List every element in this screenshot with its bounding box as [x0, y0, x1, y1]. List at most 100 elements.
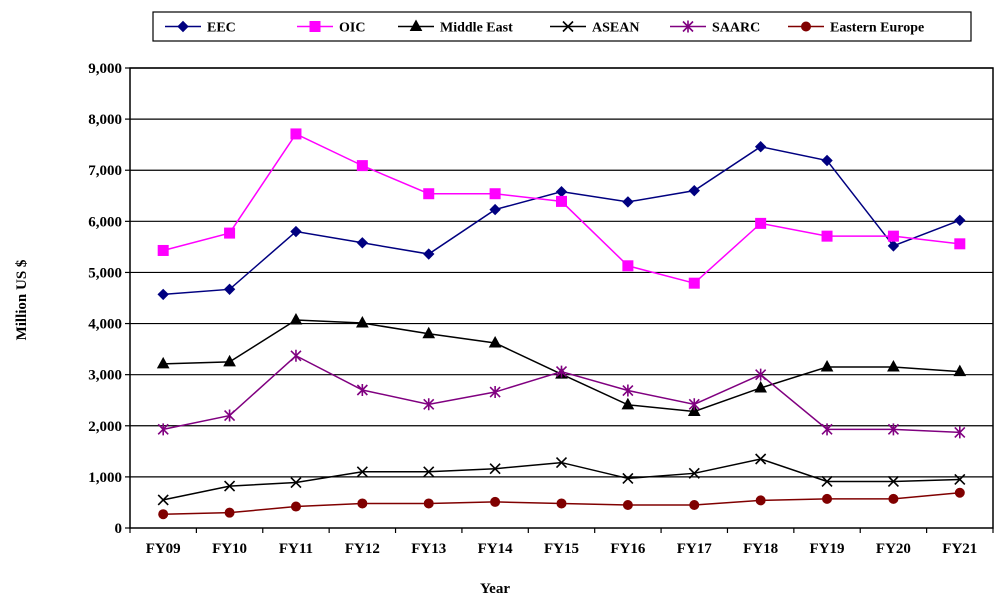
y-tick-label: 5,000 — [88, 265, 122, 281]
legend-item-eec: EEC — [165, 21, 236, 36]
y-axis: 0 1,000 2,000 3,000 4,000 5,000 6,000 7,000 8,00… — [88, 61, 130, 537]
y-tick-label: 2,000 — [88, 419, 122, 435]
data-point-oic — [290, 128, 302, 140]
data-point-saarc — [489, 386, 501, 399]
series-oic — [157, 128, 966, 289]
data-point-oic — [887, 230, 899, 242]
y-tick-label: 9,000 — [88, 61, 122, 77]
x-tick-label: FY21 — [942, 541, 977, 557]
data-point-eec — [423, 248, 435, 260]
data-point-middle-east — [887, 359, 900, 372]
data-point-oic — [356, 160, 368, 172]
data-point-oic — [157, 244, 169, 256]
data-point-asean — [821, 475, 833, 488]
legend-marker — [309, 21, 321, 32]
data-point-asean — [489, 463, 501, 475]
data-point-eec — [688, 184, 700, 197]
data-point-middle-east — [488, 335, 502, 348]
data-point-eastern-europe — [888, 493, 899, 504]
data-point-eastern-europe — [689, 500, 700, 510]
data-point-oic — [688, 277, 700, 289]
y-tick-label: 7,000 — [88, 163, 122, 179]
series-asean — [157, 453, 966, 506]
y-tick-label: 8,000 — [88, 112, 122, 128]
data-point-eec — [157, 288, 169, 301]
data-point-asean — [755, 453, 767, 465]
data-point-eastern-europe — [423, 498, 434, 509]
data-point-oic — [556, 195, 567, 207]
data-point-eec — [622, 196, 634, 208]
data-point-saarc — [157, 423, 169, 436]
data-point-saarc — [821, 423, 833, 436]
data-point-asean — [290, 476, 302, 489]
data-point-middle-east — [621, 397, 635, 410]
x-tick-label: FY13 — [411, 541, 446, 557]
data-point-eec — [223, 283, 236, 296]
data-point-saarc — [755, 368, 767, 381]
x-axis: FY09 FY10 FY11 FY12 FY13 FY14 FY15 FY16 FY17 FY18… — [129, 528, 994, 557]
legend-marker — [177, 20, 189, 33]
series-middle-east — [156, 312, 967, 416]
data-point-eastern-europe — [290, 501, 301, 512]
data-point-eastern-europe — [490, 496, 501, 507]
data-point-middle-east — [223, 354, 236, 367]
plot-area — [129, 67, 994, 529]
y-axis-title: Million US $ — [14, 259, 30, 340]
data-point-asean — [555, 457, 568, 469]
x-tick-label: FY18 — [743, 541, 778, 557]
x-tick-label: FY19 — [810, 541, 845, 557]
data-point-eec — [821, 154, 833, 167]
data-point-eastern-europe — [158, 509, 169, 520]
data-point-oic — [224, 227, 236, 239]
series-eastern-europe — [158, 487, 965, 520]
data-point-eec — [489, 203, 501, 216]
data-point-oic — [954, 238, 966, 250]
data-point-eastern-europe — [954, 487, 965, 498]
x-axis-title: Year — [480, 581, 510, 597]
data-point-middle-east — [156, 356, 170, 369]
gridlines — [130, 67, 993, 478]
data-point-asean — [157, 494, 169, 506]
data-point-saarc — [622, 384, 634, 397]
data-point-saarc — [555, 365, 568, 378]
data-point-asean — [887, 475, 899, 488]
series-saarc — [157, 349, 966, 439]
legend-item-saarc: SAARC — [670, 20, 760, 36]
data-point-saarc — [887, 423, 899, 436]
data-point-eec — [555, 185, 568, 198]
data-point-oic — [755, 217, 767, 229]
data-point-oic — [821, 230, 833, 242]
x-tick-label: FY10 — [212, 541, 247, 557]
y-tick-label: 3,000 — [88, 368, 122, 384]
legend-marker — [409, 19, 423, 31]
data-point-asean — [356, 466, 368, 478]
data-point-eastern-europe — [224, 507, 235, 518]
data-point-asean — [622, 472, 634, 484]
data-point-eec — [290, 225, 302, 238]
legend-label: SAARC — [712, 21, 760, 36]
series-eec — [157, 141, 966, 301]
data-point-eec — [887, 240, 900, 252]
y-tick-label: 0 — [115, 521, 123, 537]
legend-label: EEC — [207, 21, 236, 36]
data-point-middle-east — [422, 326, 436, 339]
x-tick-label: FY20 — [876, 541, 911, 557]
data-point-oic — [622, 260, 634, 272]
legend-item-oic: OIC — [297, 21, 365, 36]
data-point-eastern-europe — [755, 495, 766, 506]
data-point-eastern-europe — [357, 498, 368, 509]
x-tick-label: FY11 — [279, 541, 313, 557]
legend-marker — [801, 21, 811, 32]
data-point-middle-east — [953, 364, 967, 377]
data-point-saarc — [356, 384, 368, 396]
y-tick-label: 1,000 — [88, 470, 122, 486]
x-tick-label: FY16 — [610, 541, 645, 557]
x-tick-label: FY14 — [478, 541, 513, 557]
data-point-saarc — [423, 398, 435, 411]
x-tick-label: FY12 — [345, 541, 380, 557]
data-point-asean — [688, 467, 700, 479]
legend-label: ASEAN — [592, 21, 639, 36]
series-layer — [156, 128, 967, 520]
data-point-middle-east — [754, 380, 767, 393]
